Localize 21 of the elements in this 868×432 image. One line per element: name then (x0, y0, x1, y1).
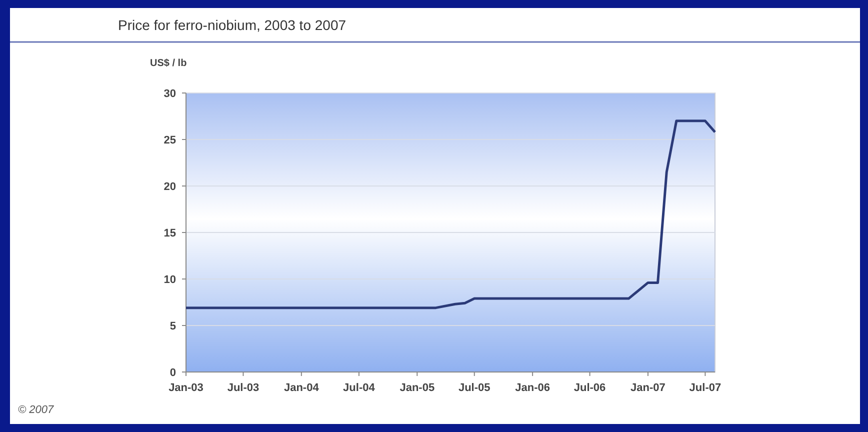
x-tick-label: Jul-03 (227, 382, 260, 394)
y-tick-label: 15 (164, 227, 176, 240)
y-tick-label: 20 (164, 180, 176, 193)
x-tick-label: Jul-05 (458, 382, 490, 394)
x-tick-label: Jan-03 (168, 382, 204, 394)
x-tick-label: Jan-04 (284, 382, 320, 394)
x-tick-label: Jul-04 (343, 382, 376, 394)
line-series (184, 120, 716, 310)
y-tick-label: 25 (164, 134, 176, 146)
y-tick-label: 5 (170, 320, 176, 332)
text: © 2007 (18, 404, 55, 416)
x-tick-label: Jan-07 (630, 382, 666, 394)
x-tick-label: Jul-06 (574, 382, 606, 394)
y-tick-label: 30 (164, 88, 176, 100)
y-axis-title: US$ / lb (150, 58, 187, 69)
x-tick-label: Jan-06 (515, 382, 550, 394)
chart-title: Price for ferro-niobium, 2003 to 2007 (118, 17, 346, 33)
y-tick-label: 10 (164, 274, 176, 286)
x-tick-label: Jul-07 (689, 382, 722, 394)
y-tick-label: 0 (170, 366, 176, 379)
x-tick-label: Jan-05 (400, 382, 435, 394)
